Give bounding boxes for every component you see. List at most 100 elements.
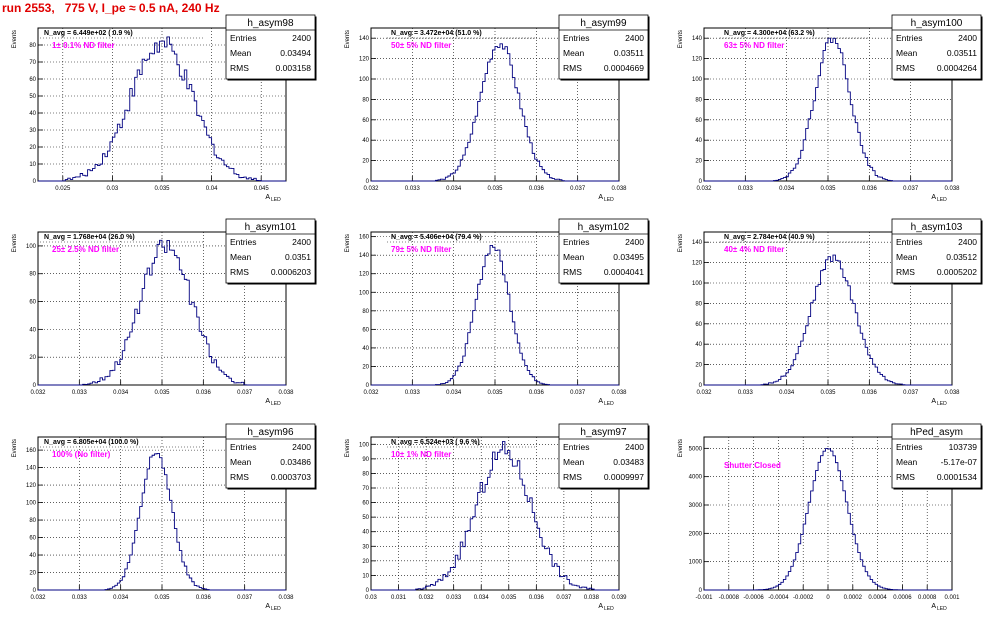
- filter-label: Shutter Closed: [724, 461, 781, 470]
- histogram-title: h_asym99: [580, 18, 627, 29]
- y-tick-label: 0: [699, 179, 703, 185]
- stats-box: [891, 423, 982, 489]
- navg-annotation: N_avg = 1.768e+04 (26.0 %): [44, 234, 135, 241]
- histogram-title: h_asym98: [247, 18, 294, 29]
- y-tick-label: 100: [26, 244, 37, 250]
- stats-box: [225, 218, 316, 284]
- histogram-panel: 0.025 0.03 0.035 0.04 0.045 0 10 20 30 40 50 60 70 80…: [12, 14, 317, 203]
- run-title: run 2553, 775 V, I_pe ≈ 0.5 nA, 240 Hz: [2, 1, 220, 15]
- x-tick-label: 0.033: [405, 390, 421, 396]
- x-tick-label: 0.0004: [868, 595, 887, 601]
- x-tick-label: 0.036: [529, 186, 545, 192]
- stats-box: [558, 218, 649, 284]
- x-tick-label: 0.032: [696, 390, 712, 396]
- navg-annotation: N_avg = 4.300e+04 (63.2 %): [724, 30, 815, 37]
- x-axis-label-sub: LED: [271, 401, 281, 407]
- y-tick-label: 80: [29, 518, 36, 524]
- y-tick-label: 20: [362, 159, 369, 165]
- histogram-panel: 0.032 0.033 0.034 0.035 0.036 0.037 0.038 0 20 40…: [345, 14, 650, 203]
- x-axis-label-sub: LED: [604, 606, 614, 612]
- y-tick-label: 0: [699, 588, 703, 594]
- y-tick-label: 80: [362, 309, 369, 315]
- stats-value-rms: 0.0005202: [937, 267, 977, 277]
- y-tick-label: 0: [366, 179, 370, 185]
- x-tick-label: -0.0002: [793, 595, 814, 601]
- x-axis-label: A: [931, 194, 936, 201]
- stats-label-mean: Mean: [230, 252, 252, 262]
- stats-label-entries: Entries: [230, 442, 256, 452]
- y-tick-label: 60: [29, 300, 36, 306]
- stats-value-entries: 2400: [625, 237, 644, 247]
- x-tick-label: 0: [826, 595, 830, 601]
- y-tick-label: 10: [362, 573, 369, 579]
- stats-label-entries: Entries: [896, 33, 922, 43]
- y-tick-label: 120: [692, 261, 703, 267]
- x-axis-label-sub: LED: [937, 401, 947, 407]
- x-tick-label: 0.032: [363, 390, 379, 396]
- stats-value-mean: 0.0351: [285, 252, 311, 262]
- stats-value-rms: 0.003158: [276, 63, 312, 73]
- navg-annotation: N_avg = 6.524e+03 ( 9.6 %): [391, 439, 480, 446]
- x-tick-label: 0.035: [154, 595, 170, 601]
- stats-label-mean: Mean: [563, 48, 585, 58]
- y-tick-label: 90: [362, 457, 369, 463]
- stats-value-mean: 0.03483: [613, 457, 644, 467]
- x-axis-label: A: [931, 398, 936, 405]
- y-tick-label: 100: [26, 501, 37, 507]
- y-tick-label: 80: [695, 301, 702, 307]
- navg-annotation: N_avg = 6.805e+04 (100.0 %): [44, 439, 139, 446]
- histogram-curve: [704, 37, 952, 182]
- x-tick-label: 0.036: [862, 390, 878, 396]
- y-tick-label: 20: [362, 364, 369, 370]
- y-tick-label: 60: [29, 536, 36, 542]
- y-tick-label: 5000: [689, 446, 703, 452]
- stats-value-mean: 0.03511: [947, 48, 977, 58]
- x-tick-label: 0.034: [446, 390, 462, 396]
- y-tick-label: 0: [699, 383, 703, 389]
- histogram-panel: -0.001 -0.0008 -0.0006 -0.0004 -0.0002 0 0.000…: [678, 423, 983, 612]
- y-tick-label: 20: [695, 363, 702, 369]
- y-tick-label: 70: [362, 486, 369, 492]
- stats-label-entries: Entries: [230, 33, 256, 43]
- y-axis-label: Events: [12, 234, 18, 252]
- y-tick-label: 3000: [689, 503, 703, 509]
- y-tick-label: 120: [26, 483, 37, 489]
- x-axis-label: A: [598, 398, 603, 405]
- y-tick-label: 100: [692, 281, 703, 287]
- y-tick-label: 140: [359, 253, 370, 259]
- stats-value-mean: 0.03495: [613, 252, 644, 262]
- histogram-panel: 0.032 0.033 0.034 0.035 0.036 0.037 0.038 0 20 40…: [12, 423, 317, 612]
- y-tick-label: 60: [29, 77, 36, 83]
- x-tick-label: 0.037: [903, 186, 919, 192]
- stats-label-entries: Entries: [563, 33, 589, 43]
- x-tick-label: 0.036: [529, 595, 545, 601]
- y-tick-label: 120: [692, 57, 703, 63]
- histogram-title: h_asym101: [245, 222, 297, 233]
- histogram-title: h_asym100: [911, 18, 963, 29]
- x-tick-label: 0.001: [944, 595, 960, 601]
- y-tick-label: 0: [33, 383, 37, 389]
- x-tick-label: 0.032: [30, 595, 46, 601]
- x-tick-label: -0.0004: [768, 595, 789, 601]
- x-tick-label: -0.001: [695, 595, 713, 601]
- stats-box: [558, 14, 649, 80]
- stats-label-mean: Mean: [896, 252, 918, 262]
- x-tick-label: 0.038: [611, 390, 627, 396]
- x-tick-label: 0.0002: [844, 595, 863, 601]
- x-axis-label-sub: LED: [604, 401, 614, 407]
- histogram-panel: 0.032 0.033 0.034 0.035 0.036 0.037 0.038 0 20 40…: [345, 218, 650, 407]
- navg-annotation: N_avg = 3.472e+04 (51.0 %): [391, 30, 482, 37]
- stats-box: [891, 14, 982, 80]
- x-tick-label: 0.038: [584, 595, 600, 601]
- x-tick-label: 0.034: [113, 595, 129, 601]
- y-tick-label: 40: [695, 342, 702, 348]
- filter-label: 40± 4% ND filter: [724, 245, 784, 254]
- y-tick-label: 20: [29, 355, 36, 361]
- y-axis-label: Events: [678, 234, 684, 252]
- x-tick-label: 0.033: [738, 186, 754, 192]
- x-tick-label: 0.034: [779, 390, 795, 396]
- x-tick-label: 0.037: [237, 390, 253, 396]
- histogram-curve: [704, 448, 952, 591]
- stats-label-mean: Mean: [230, 48, 252, 58]
- filter-label: 25± 2.5% ND filter: [52, 245, 119, 254]
